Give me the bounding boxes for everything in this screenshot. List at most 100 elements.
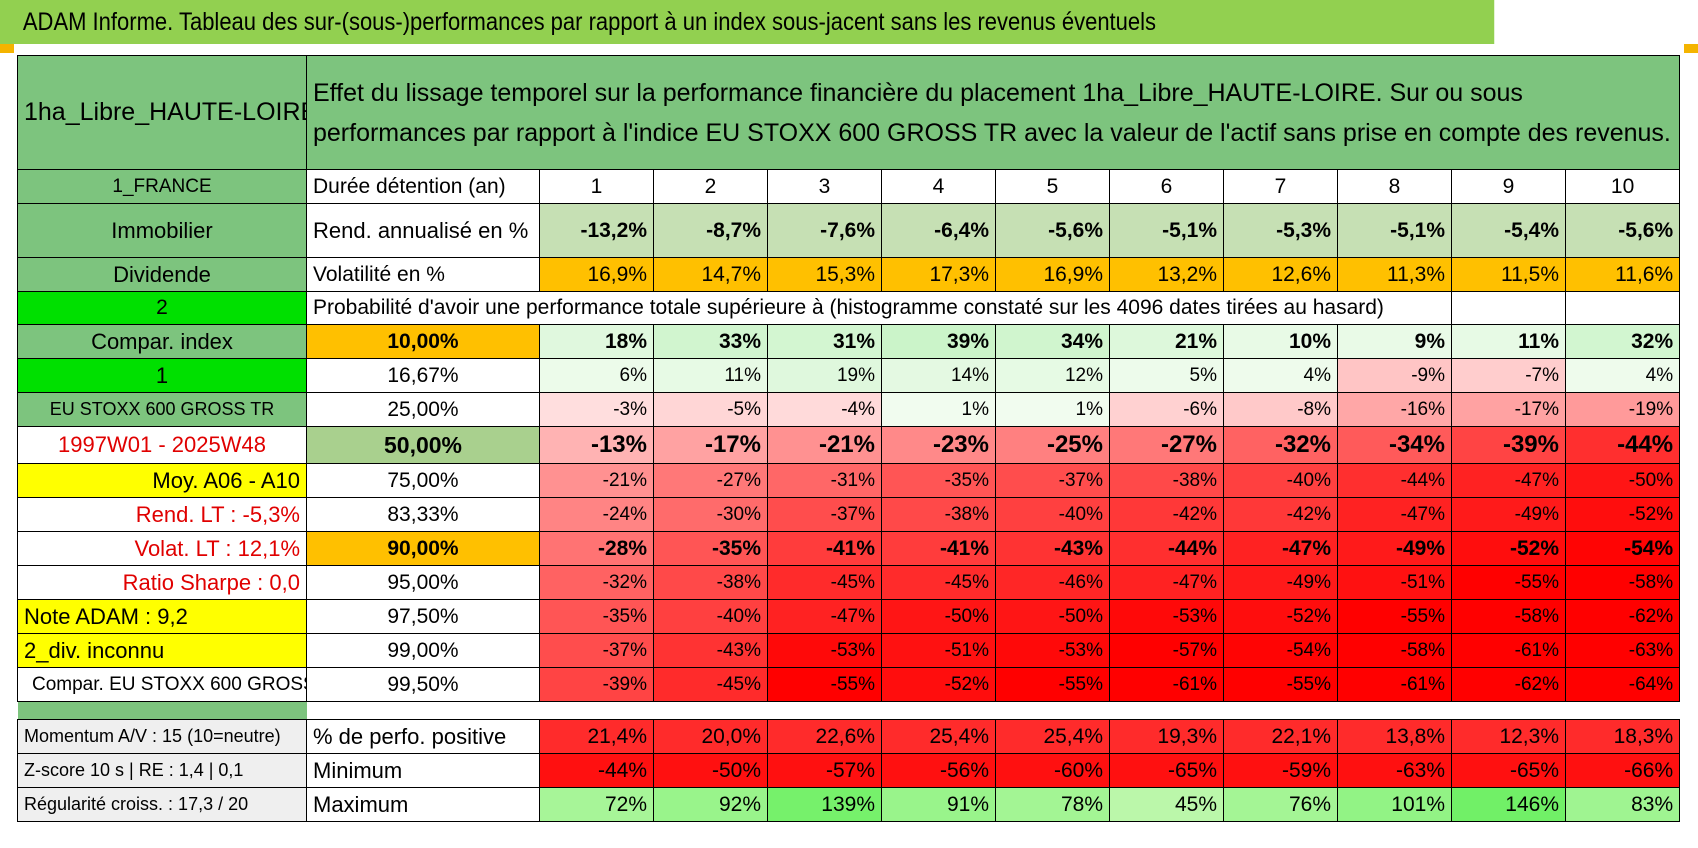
summary-value-y10: -66% [1564,753,1681,788]
asset-name: 1ha_Libre_HAUTE-LOIRE [24,98,307,126]
quantile-value-y1: -3% [539,392,654,427]
summary-value-y2: -50% [653,753,768,788]
holding-duration-label: Durée détention (an) [306,169,540,204]
years-row: 1_FRANCE Durée détention (an) 1 2 3 4 5 6 7 8 9 10 [17,169,1681,204]
quantile-value-y3: -55% [767,667,882,702]
category-income: Dividende [17,257,307,292]
summary-value-y5: 25,4% [995,719,1110,754]
quantile-percent: 75,00% [306,463,540,498]
summary-value-y6: -65% [1109,753,1224,788]
quantile-row-10,00%: Compar. index 10,00% 18% 33% 31% 39% 34% 21% 10%… [17,324,1681,359]
quantile-value-y6: -53% [1109,599,1224,634]
quantile-value-y1: -21% [539,463,654,498]
summary-indicator: Régularité croiss. : 17,3 / 20 [17,787,307,822]
quantile-row-label: 1 [17,358,307,393]
summary-value-y10: 18,3% [1564,719,1681,754]
summary-value-y3: -57% [767,753,882,788]
probability-header: Probabilité d'avoir une performance tota… [306,291,1452,325]
summary-label: Minimum [306,753,540,788]
quantile-value-y7: 10% [1223,324,1338,359]
quantile-percent: 90,00% [306,531,540,566]
quantile-value-y4: -52% [881,667,996,702]
quantile-value-y9: -39% [1451,426,1566,464]
quantile-value-y4: -38% [881,497,996,532]
quantile-value-y8: 9% [1337,324,1452,359]
report-title: ADAM Informe. Tableau des sur-(sous-)per… [0,0,1495,44]
description-cell: Effet du lissage temporel sur la perform… [305,55,1681,170]
quantile-value-y5: -37% [995,463,1110,498]
summary-value-y10: 83% [1564,787,1681,822]
quantile-value-y8: -34% [1337,426,1452,464]
header-row: 1ha_Libre_HAUTE-LOIRE Effet du lissage t… [17,55,1681,170]
quantile-percent: 16,67% [306,358,540,393]
summary-value-y9: 12,3% [1451,719,1566,754]
quantile-value-y3: -53% [767,633,882,668]
quantile-row-75,00%: Moy. A06 - A10 75,00% -21% -27% -31% -35% -37%… [17,463,1681,498]
quantile-value-y3: -31% [767,463,882,498]
quantile-value-y8: -51% [1337,565,1452,600]
spacer-cell [767,701,882,720]
summary-value-y9: 146% [1451,787,1566,822]
summary-value-y8: 13,8% [1337,719,1452,754]
year-header-7: 7 [1223,169,1338,204]
quantile-row-label: Note ADAM : 9,2 [17,599,307,634]
quantile-row-16,67%: 1 16,67% 6% 11% 19% 14% 12% 5% 4% -9% -7% 4% [17,358,1681,393]
quantile-value-y9: -7% [1451,358,1566,393]
quantile-row-99,50%: Compar. EU STOXX 600 GROSS TR99,50%-39%-… [17,667,1681,702]
quantile-value-y4: -35% [881,463,996,498]
spacer-cell [1109,701,1224,720]
annual-return-9: -5,4% [1451,203,1566,258]
quantile-value-y7: -42% [1223,497,1338,532]
selector-2: 2 [17,291,307,325]
quantile-value-y9: -61% [1451,633,1566,668]
quantile-value-y10: -50% [1564,463,1681,498]
spacer-cell [995,701,1110,720]
quantile-value-y5: -25% [995,426,1110,464]
quantile-value-y8: -44% [1337,463,1452,498]
quantile-value-y5: -40% [995,497,1110,532]
year-header-4: 4 [881,169,996,204]
quantile-value-y8: -16% [1337,392,1452,427]
annual-return-4: -6,4% [881,203,996,258]
quantile-value-y5: -53% [995,633,1110,668]
spacer-cell [1565,701,1680,720]
annual-return-6: -5,1% [1109,203,1224,258]
summary-value-y4: 25,4% [881,719,996,754]
summary-indicator: Momentum A/V : 15 (10=neutre) [17,719,307,754]
year-header-2: 2 [653,169,768,204]
year-header-1: 1 [539,169,654,204]
quantile-value-y6: -42% [1109,497,1224,532]
quantile-row-90,00%: Volat. LT : 12,1% 90,00% -28% -35% -41% -41% -… [17,531,1681,566]
summary-row-1: Momentum A/V : 15 (10=neutre)% de perfo.… [17,719,1681,754]
summary-value-y1: 21,4% [539,719,654,754]
quantile-percent: 25,00% [306,392,540,427]
quantile-value-y1: -35% [539,599,654,634]
quantile-value-y4: -51% [881,633,996,668]
quantile-value-y4: 14% [881,358,996,393]
annual-return-1: -13,2% [539,203,654,258]
quantile-row-label: 2_div. inconnu [17,633,307,668]
volatility-4: 17,3% [881,257,996,292]
summary-value-y5: -60% [995,753,1110,788]
quantile-value-y2: -5% [653,392,768,427]
quantile-value-y1: -28% [539,531,654,566]
volatility-3: 15,3% [767,257,882,292]
corner-marker-right [1684,44,1698,53]
quantile-value-y1: -32% [539,565,654,600]
quantile-row-25,00%: EU STOXX 600 GROSS TR 25,00% -3% -5% -4% 1% 1%… [17,392,1681,427]
spacer-cell [653,701,768,720]
annual-return-7: -5,3% [1223,203,1338,258]
spacer-cell [1337,701,1452,720]
summary-value-y3: 139% [767,787,882,822]
quantile-value-y7: -55% [1223,667,1338,702]
quantile-value-y2: -43% [653,633,768,668]
quantile-value-y3: 31% [767,324,882,359]
empty-cell [1451,291,1566,325]
volatility-9: 11,5% [1451,257,1566,292]
quantile-percent: 99,50% [306,667,540,702]
spacer-row [17,701,1680,720]
quantile-row-label: Rend. LT : -5,3% [17,497,307,532]
summary-value-y7: -59% [1223,753,1338,788]
quantile-value-y1: -24% [539,497,654,532]
spacer-left [17,701,307,720]
